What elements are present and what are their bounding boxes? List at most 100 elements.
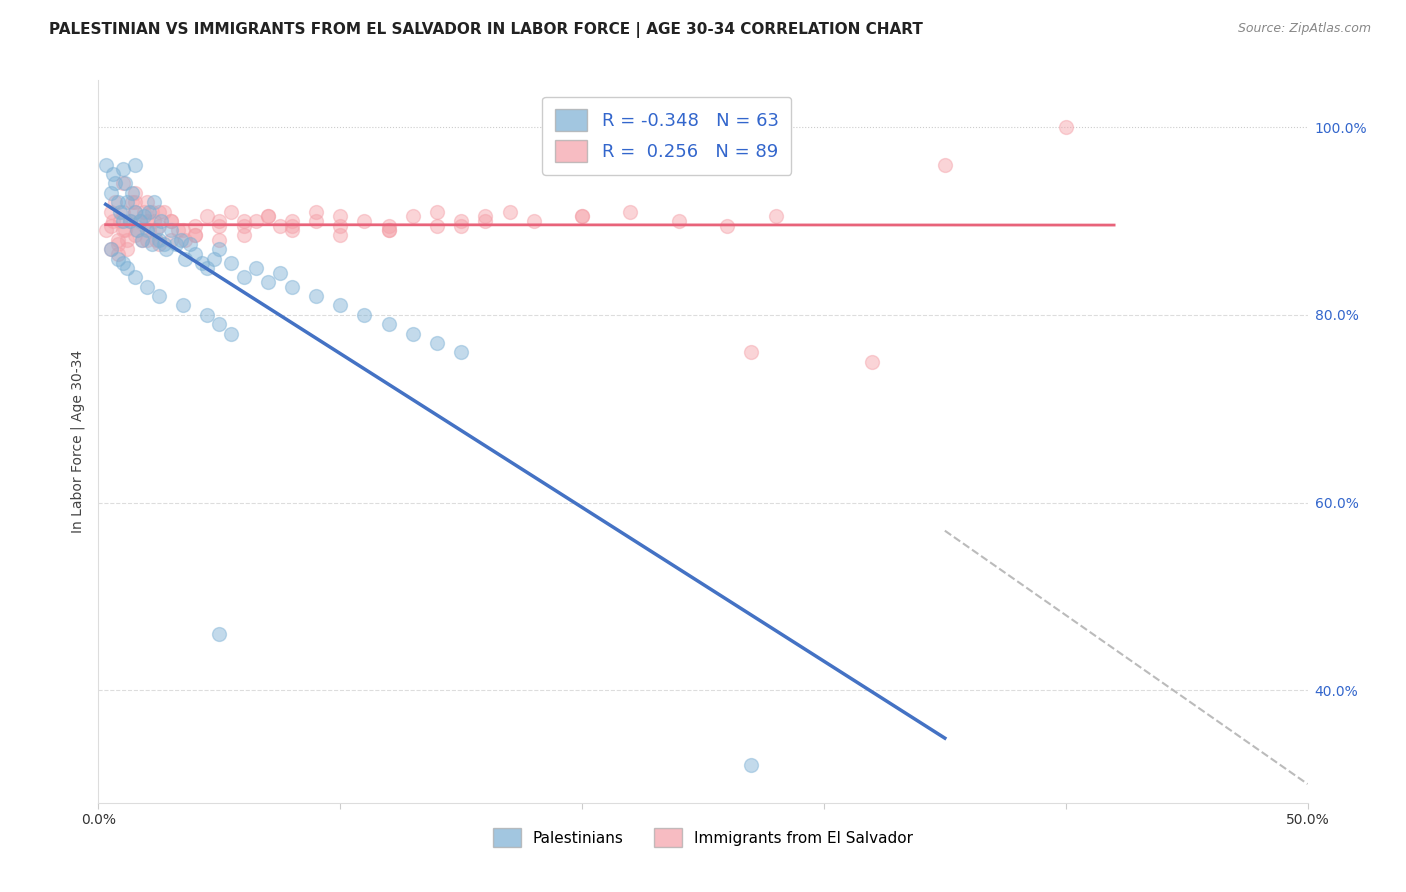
Point (172, 223, 194, 237)
Point (221, 326, 243, 341)
Point (148, 289, 170, 303)
Point (107, 233, 129, 247)
Point (450, 219, 472, 233)
Point (329, 228, 352, 243)
Point (256, 275, 278, 289)
Point (150, 214, 173, 228)
Point (377, 223, 399, 237)
Point (619, 204, 641, 219)
Point (148, 237, 170, 252)
Point (256, 210, 278, 224)
Point (111, 214, 134, 228)
Point (152, 237, 174, 252)
Point (124, 228, 146, 243)
Legend: Palestinians, Immigrants from El Salvador: Palestinians, Immigrants from El Salvado… (486, 822, 920, 853)
Point (184, 247, 207, 261)
Point (108, 214, 131, 228)
Point (145, 223, 167, 237)
Point (124, 204, 146, 219)
Point (124, 204, 146, 219)
Point (860, 355, 883, 369)
Point (117, 233, 139, 247)
Point (128, 214, 150, 228)
Point (124, 270, 146, 285)
Point (523, 214, 546, 228)
Point (135, 214, 157, 228)
Point (179, 237, 201, 252)
Point (329, 210, 352, 224)
Point (191, 256, 214, 270)
Point (135, 233, 157, 247)
Point (135, 195, 157, 210)
Point (281, 214, 304, 228)
Point (135, 223, 157, 237)
Point (134, 210, 156, 224)
Point (402, 326, 425, 341)
Point (121, 186, 143, 200)
Point (305, 204, 328, 219)
Point (160, 223, 183, 237)
Point (169, 233, 191, 247)
Point (124, 186, 146, 200)
Point (124, 158, 146, 172)
Point (165, 237, 187, 252)
Point (141, 237, 163, 252)
Point (143, 214, 166, 228)
Point (167, 223, 190, 237)
Point (716, 219, 738, 233)
Point (107, 252, 129, 266)
Point (402, 210, 425, 224)
Point (281, 223, 304, 237)
Point (329, 219, 352, 233)
Point (160, 214, 183, 228)
Point (740, 345, 762, 359)
Point (117, 242, 139, 256)
Point (221, 256, 243, 270)
Point (104, 177, 127, 191)
Point (117, 260, 139, 275)
Point (124, 195, 146, 210)
Point (100, 242, 122, 256)
Point (269, 219, 291, 233)
Point (221, 204, 243, 219)
Point (148, 219, 170, 233)
Text: PALESTINIAN VS IMMIGRANTS FROM EL SALVADOR IN LABOR FORCE | AGE 30-34 CORRELATIO: PALESTINIAN VS IMMIGRANTS FROM EL SALVAD… (49, 22, 924, 38)
Point (127, 223, 149, 237)
Point (281, 219, 304, 233)
Point (100, 242, 122, 256)
Point (104, 195, 127, 210)
Point (195, 260, 218, 275)
Point (143, 195, 166, 210)
Point (145, 233, 167, 247)
Point (114, 223, 136, 237)
Point (571, 210, 593, 224)
Text: Source: ZipAtlas.com: Source: ZipAtlas.com (1237, 22, 1371, 36)
Point (426, 336, 449, 351)
Point (94, 223, 117, 237)
Point (474, 210, 496, 224)
Point (118, 214, 141, 228)
Point (174, 252, 197, 266)
Point (232, 270, 254, 285)
Point (114, 177, 136, 191)
Point (232, 228, 254, 243)
Point (450, 214, 472, 228)
Point (148, 233, 170, 247)
Point (100, 186, 122, 200)
Point (353, 308, 375, 322)
Point (101, 214, 124, 228)
Point (101, 167, 124, 181)
Point (208, 318, 231, 332)
Point (138, 223, 160, 237)
Point (305, 214, 328, 228)
Point (107, 247, 129, 261)
Point (128, 214, 150, 228)
Point (232, 214, 254, 228)
Point (281, 279, 304, 293)
Point (450, 345, 472, 359)
Point (195, 210, 218, 224)
Point (131, 233, 153, 247)
Point (138, 204, 160, 219)
Point (111, 204, 134, 219)
Point (107, 237, 129, 252)
